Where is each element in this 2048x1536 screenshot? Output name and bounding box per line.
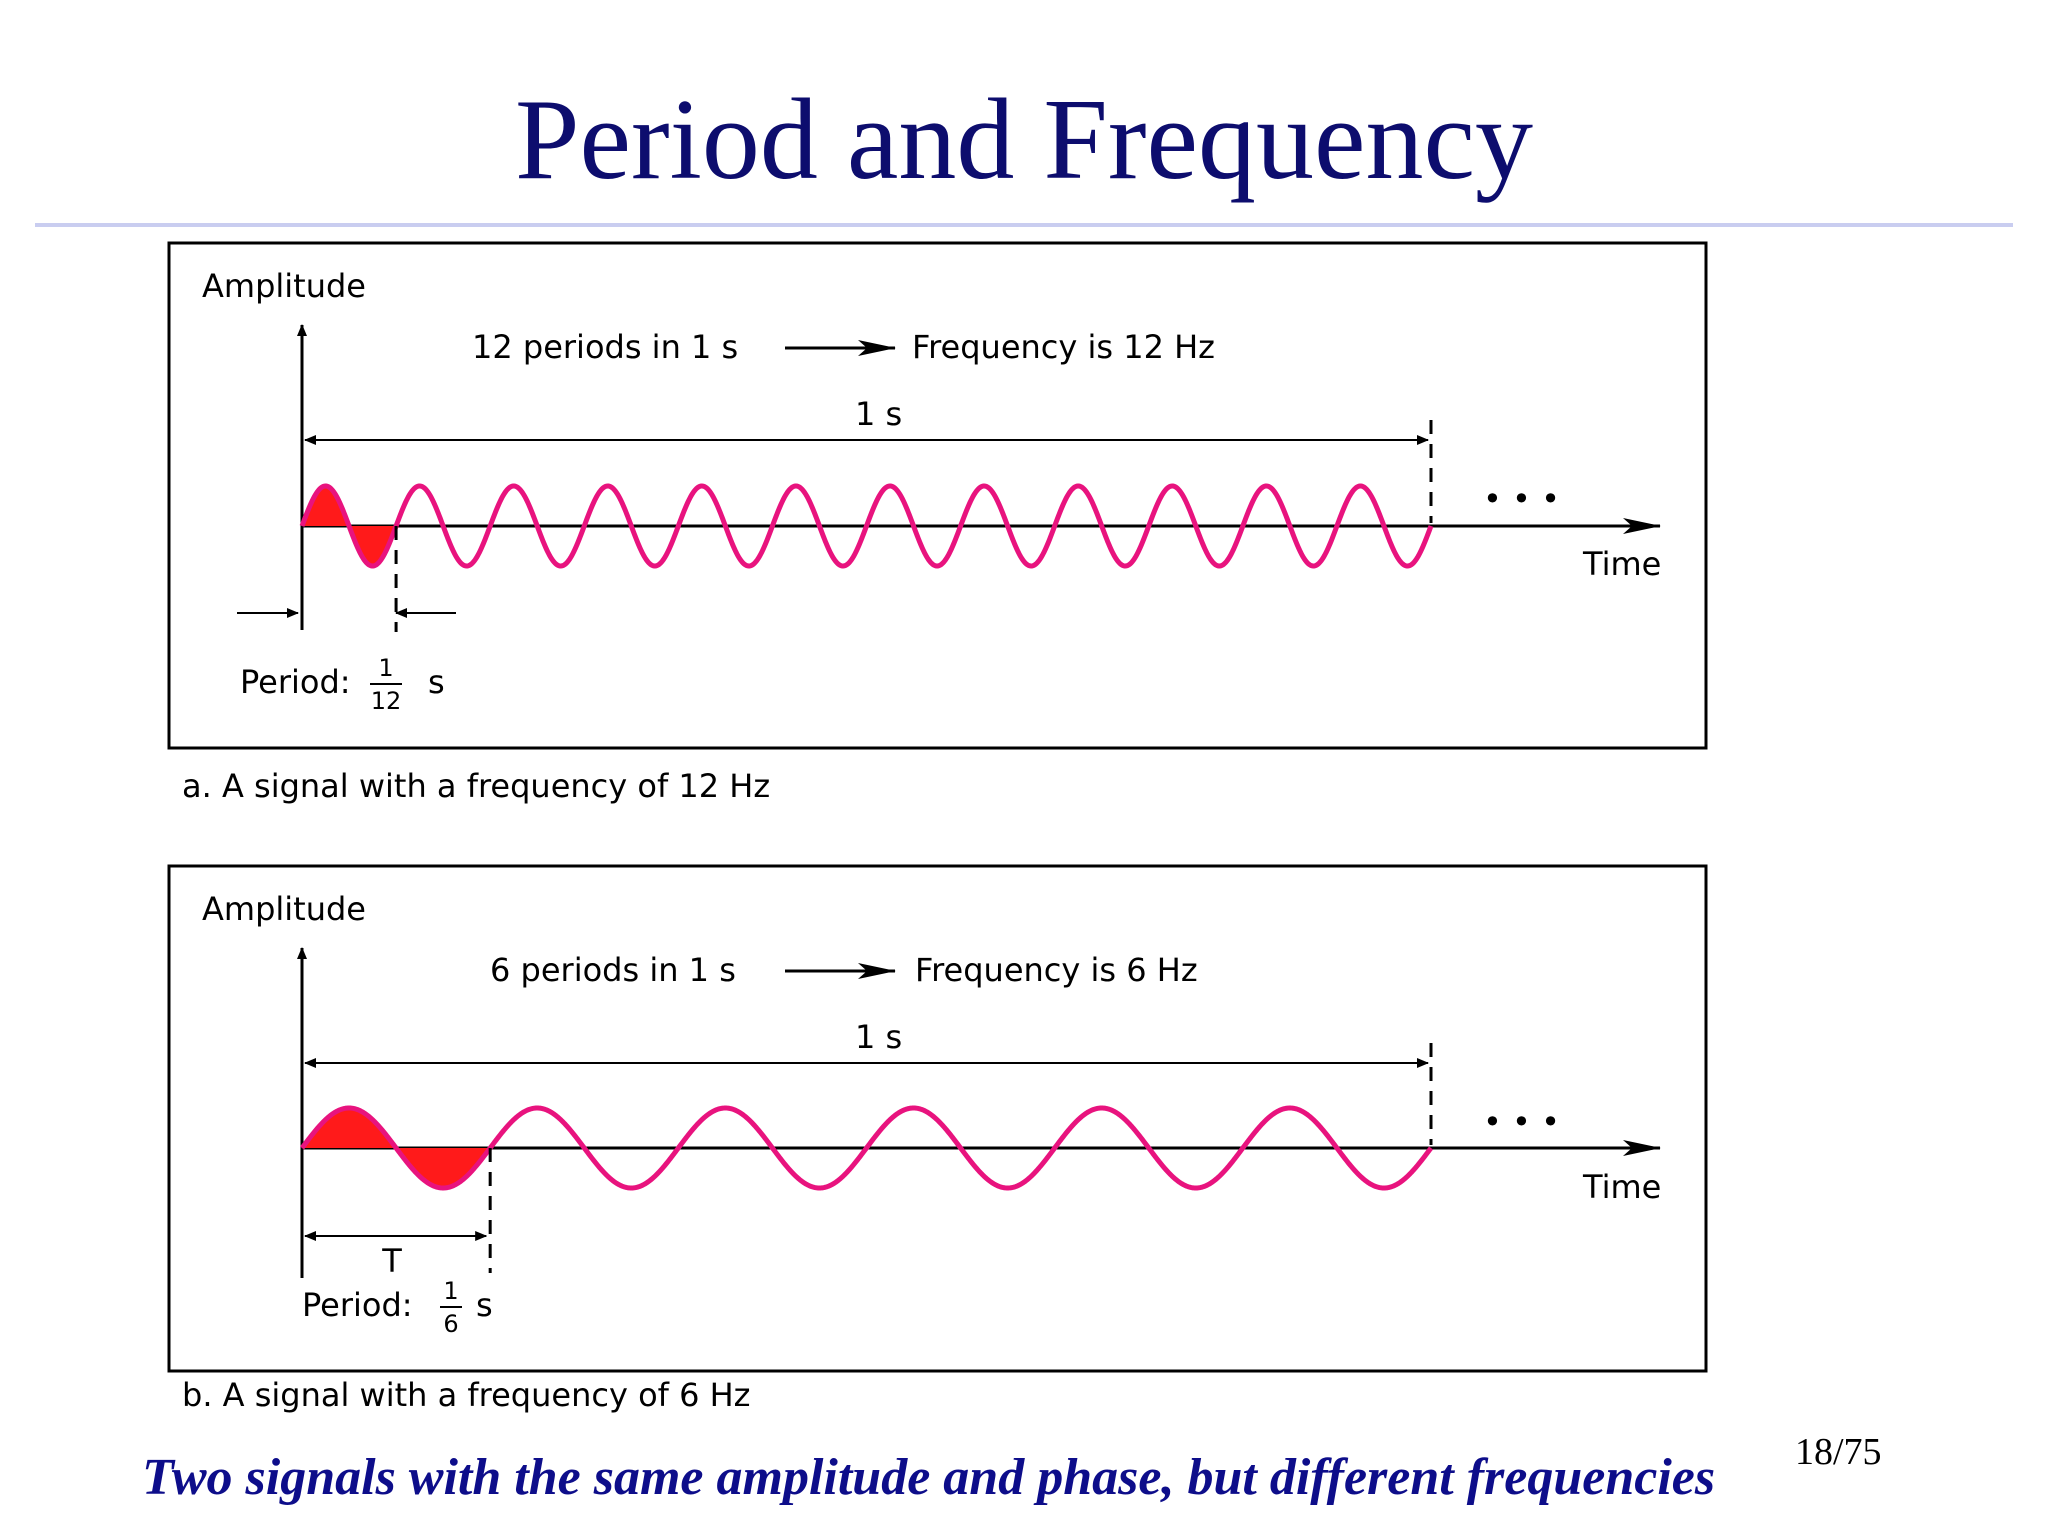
panel-caption: b. A signal with a frequency of 6 Hz — [182, 1376, 750, 1414]
continuation-dots: • • • — [1483, 480, 1560, 518]
period-numerator: 1 — [443, 1277, 458, 1305]
headline-frequency: Frequency is 12 Hz — [912, 328, 1215, 366]
panel-caption: a. A signal with a frequency of 12 Hz — [182, 767, 770, 805]
period-unit: s — [428, 663, 445, 701]
duration-label: 1 s — [855, 395, 902, 433]
title-divider — [35, 223, 2013, 227]
slide-title: Period and Frequency — [515, 76, 1533, 204]
diagram-panel-b: Amplitude Time • • • 6 periods in 1 s Fr… — [167, 864, 1708, 1414]
period-numerator: 1 — [378, 654, 393, 682]
period-denominator: 12 — [371, 687, 402, 715]
y-axis-label: Amplitude — [202, 890, 366, 928]
page-number: 18/75 — [1795, 1431, 1882, 1473]
sine-wave — [299, 483, 1434, 569]
y-axis-label: Amplitude — [202, 267, 366, 305]
duration-label: 1 s — [855, 1018, 902, 1056]
period-label: Period: — [240, 663, 351, 701]
x-axis-label: Time — [1582, 545, 1661, 583]
headline-frequency: Frequency is 6 Hz — [915, 951, 1198, 989]
panel-frame — [167, 864, 1708, 1373]
t-label: T — [381, 1242, 402, 1280]
period-denominator: 6 — [443, 1310, 458, 1338]
x-axis-label: Time — [1582, 1168, 1661, 1206]
panel-frame — [167, 241, 1708, 750]
diagram-panel-a: Amplitude Time • • • 12 periods in 1 s F… — [167, 241, 1708, 805]
headline-periods: 12 periods in 1 s — [472, 328, 738, 366]
continuation-dots: • • • — [1483, 1103, 1560, 1141]
slide-footer-caption: Two signals with the same amplitude and … — [142, 1449, 1716, 1506]
headline-periods: 6 periods in 1 s — [490, 951, 736, 989]
period-label: Period: — [302, 1286, 413, 1324]
period-unit: s — [476, 1286, 493, 1324]
